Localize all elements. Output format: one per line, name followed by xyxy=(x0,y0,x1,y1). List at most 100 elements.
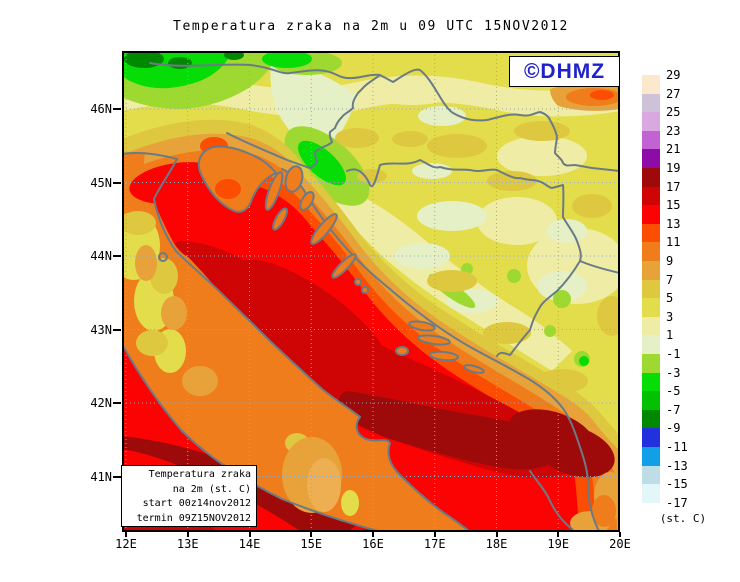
coastline-lagoon-ring xyxy=(158,252,168,262)
colorbar-tick-label: 29 xyxy=(666,68,681,82)
coastline-croatia xyxy=(281,168,601,532)
colorbar-swatch xyxy=(642,261,660,280)
x-axis-tick xyxy=(310,532,313,537)
legend-line: Temperatura zraka xyxy=(148,469,251,480)
colorbar-tick-label: 25 xyxy=(666,105,681,120)
colorbar-unit-label: (st. C) xyxy=(659,512,707,525)
x-axis-label: 16E xyxy=(362,537,384,551)
x-axis-label: 19E xyxy=(547,537,570,551)
colorbar-tick-label: 5 xyxy=(666,291,674,306)
colorbar-swatch xyxy=(642,465,660,485)
colorbar-swatch xyxy=(642,372,660,392)
istria-warm-spot xyxy=(215,179,241,199)
y-axis-tick xyxy=(113,181,121,184)
x-axis-label: 20E xyxy=(609,537,631,551)
adriatic-islands xyxy=(264,165,485,374)
y-axis-label: 44N xyxy=(90,249,112,263)
colorbar-tick-label: -11 xyxy=(666,440,688,454)
border-east-spur xyxy=(579,260,620,274)
colorbar-swatch xyxy=(642,130,660,150)
border-north xyxy=(149,62,620,172)
colorbar-tick-label: 9 xyxy=(666,254,674,268)
colorbar-swatch xyxy=(642,205,660,224)
colorbar-tick-label: -1 xyxy=(666,347,681,361)
map-frame xyxy=(122,51,620,532)
dhmz-watermark-box: ©DHMZ xyxy=(509,56,620,87)
temperature-map xyxy=(122,51,620,532)
colorbar-swatch xyxy=(642,75,660,94)
y-axis-tick xyxy=(113,402,121,404)
colorbar-tick-label: 21 xyxy=(666,142,681,157)
y-axis-tick xyxy=(113,108,121,110)
colorbar-swatch xyxy=(642,316,660,336)
colorbar-tick-label: 27 xyxy=(666,86,681,101)
colorbar-swatch xyxy=(642,242,660,261)
coastline-montenegro xyxy=(529,470,573,530)
colorbar-tick-label: 11 xyxy=(666,235,681,250)
colorbar-tick-label: -15 xyxy=(666,477,688,492)
colorbar-swatch xyxy=(642,168,660,187)
y-axis-tick xyxy=(113,475,121,478)
colorbar-tick-label: 3 xyxy=(666,309,674,324)
colorbar-tick-label: -5 xyxy=(666,384,681,399)
y-axis-label: 45N xyxy=(90,175,112,190)
page-title: Temperatura zraka na 2m u 09 UTC 15NOV20… xyxy=(173,19,569,34)
legend-line: start 00z14nov2012 xyxy=(142,498,251,509)
x-axis-label: 17E xyxy=(423,537,446,551)
y-axis-label: 46N xyxy=(90,102,112,116)
x-axis-tick xyxy=(125,532,127,537)
x-axis-label: 18E xyxy=(485,537,508,551)
x-axis-tick xyxy=(248,532,251,537)
colorbar-tick-label: -3 xyxy=(666,365,681,380)
colorbar-tick-label: 7 xyxy=(666,272,674,287)
colorbar-swatch xyxy=(642,409,660,429)
y-axis-tick xyxy=(113,328,121,331)
x-axis-label: 15E xyxy=(300,537,323,551)
colorbar-tick-label: -13 xyxy=(666,458,688,473)
coastlines-and-borders xyxy=(122,62,620,532)
y-axis-label: 41N xyxy=(90,469,112,484)
dhmz-logo-text: ©DHMZ xyxy=(523,59,606,83)
colorbar-swatch xyxy=(642,298,660,317)
colorbar-swatch xyxy=(642,149,660,168)
map-legend-box: Temperatura zraka na 2m (st. C) start 00… xyxy=(121,465,257,527)
colorbar-swatch xyxy=(642,186,660,206)
x-axis-tick xyxy=(372,532,374,537)
x-axis-tick xyxy=(619,532,621,537)
x-axis-tick xyxy=(186,532,189,537)
temperature-field xyxy=(122,51,620,532)
x-axis-label: 14E xyxy=(238,537,261,551)
x-axis-tick xyxy=(557,532,560,537)
border-slovenia-west xyxy=(226,74,381,169)
grid-lines xyxy=(122,51,620,532)
y-axis-label: 43N xyxy=(90,322,112,337)
colorbar-tick-label: 23 xyxy=(666,123,681,138)
colorbar-swatch xyxy=(642,484,660,503)
colorbar-tick-label: -17 xyxy=(666,495,688,510)
colorbar-swatch xyxy=(642,335,660,354)
colorbar-tick-label: 1 xyxy=(666,328,674,343)
colorbar-tick-label: 19 xyxy=(666,161,681,175)
x-axis-label: 13E xyxy=(176,537,199,551)
y-axis-label: 42N xyxy=(90,396,112,410)
colorbar-tick-label: 17 xyxy=(666,179,681,194)
colorbar-swatch xyxy=(642,223,660,243)
colorbar-tick-label: -7 xyxy=(666,402,681,417)
colorbar-swatch xyxy=(642,279,660,299)
colorbar-swatch xyxy=(642,93,660,113)
colorbar-swatch xyxy=(642,391,660,410)
colorbar-swatch xyxy=(642,447,660,466)
y-axis-tick xyxy=(113,255,121,257)
colorbar-tick-label: 15 xyxy=(666,198,681,213)
colorbar-swatch xyxy=(642,112,660,131)
x-axis-tick xyxy=(433,532,436,537)
coastline-italy-adriatic xyxy=(122,151,471,532)
colorbar-tick-label: 13 xyxy=(666,216,681,231)
x-axis-label: 12E xyxy=(115,537,137,551)
border-bosnia xyxy=(346,159,582,357)
legend-line: termin 09Z15NOV2012 xyxy=(136,512,251,524)
colorbar-swatch xyxy=(642,428,660,447)
x-axis-tick xyxy=(495,532,498,537)
colorbar-tick-label: -9 xyxy=(666,421,681,436)
